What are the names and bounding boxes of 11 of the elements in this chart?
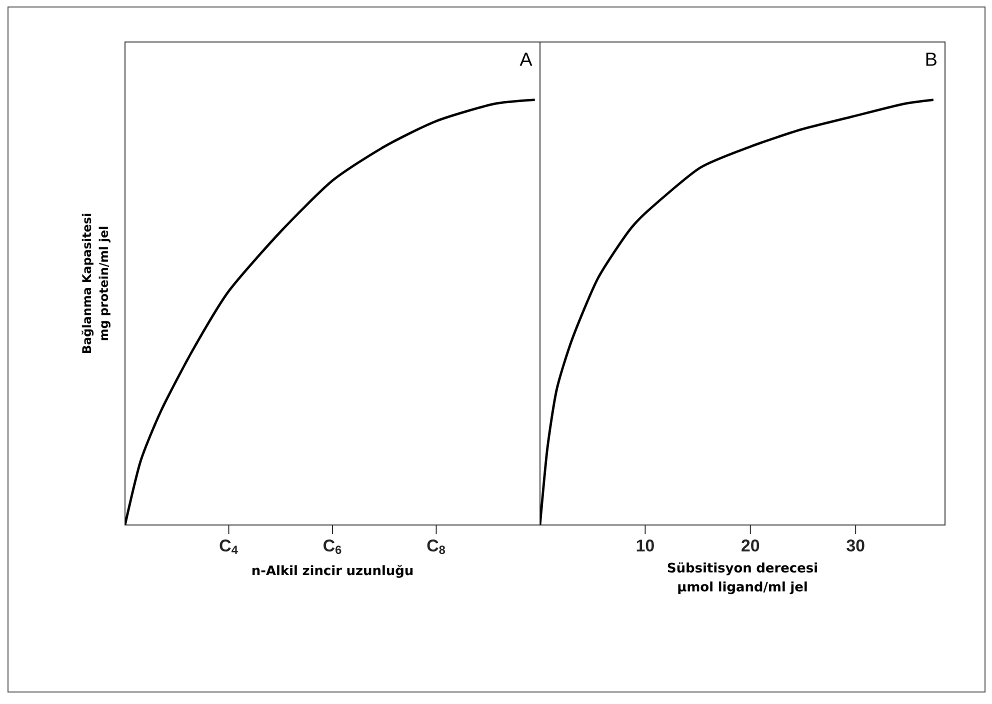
y-axis-title: Bağlanma Kapasitesi mg protein/ml jel — [82, 214, 110, 353]
x-tick-label: C$_{4}$ — [220, 540, 238, 554]
x-axis-title: Sübsitisyon derecesi µmol ligand/ml jel — [668, 562, 817, 594]
x-tick-label: C$_{6}$ — [324, 540, 342, 554]
x-tick-label: 20 — [742, 540, 760, 552]
x-tick-label: 30 — [846, 540, 864, 552]
text: B — [926, 52, 936, 66]
x-axis-title: n-Alkil zincir uzunluğu — [252, 564, 413, 578]
x-tick-label: 10 — [636, 540, 654, 552]
x-tick-label: C$_{8}$ — [427, 540, 446, 554]
text: A — [520, 52, 532, 66]
